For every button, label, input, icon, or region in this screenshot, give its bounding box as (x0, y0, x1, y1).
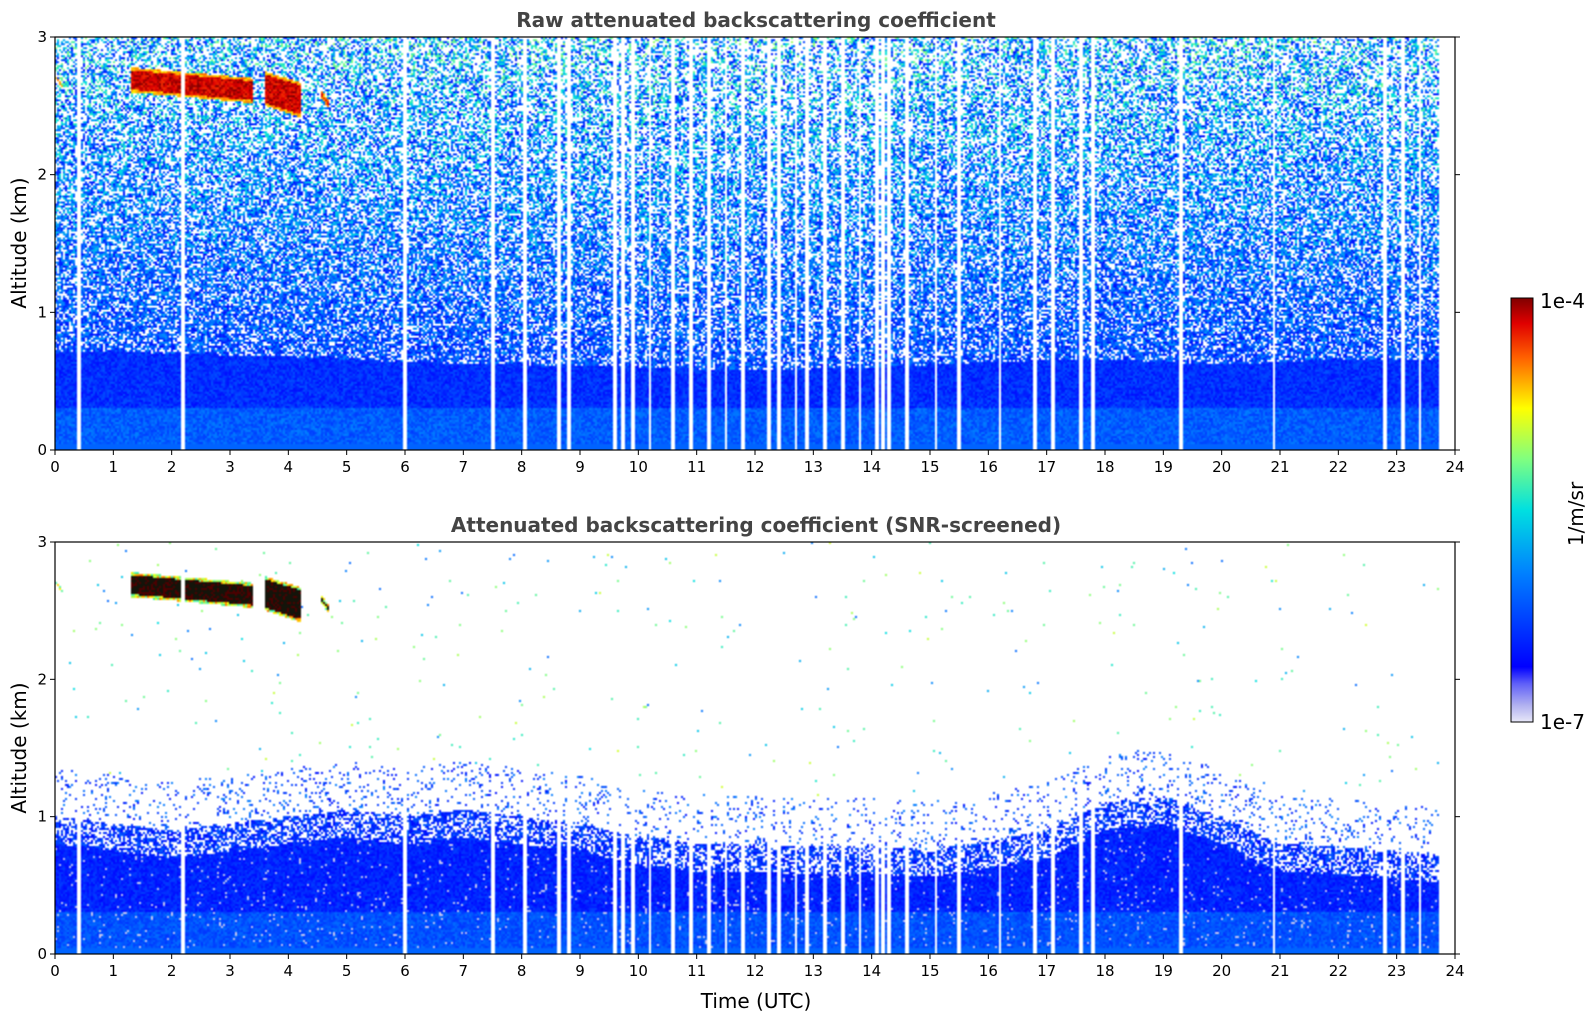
x-tick-label: 14 (862, 458, 881, 476)
x-tick-label: 24 (1445, 458, 1464, 476)
x-tick-label: 19 (1154, 458, 1173, 476)
x-axis-screened: 0 1 2 3 4 5 6 7 8 9 10 11 12 13 14 15 16 17 18 19 20 21 22 23 24 (50, 954, 1465, 980)
x-tick-label: 4 (284, 458, 294, 476)
x-tick-label: 15 (920, 962, 939, 980)
x-tick-label: 22 (1329, 458, 1348, 476)
x-axis-raw: 0 1 2 3 4 5 6 7 8 9 10 11 12 13 14 15 16 17 18 19 20 21 22 23 24 (50, 450, 1465, 476)
x-tick-label: 2 (167, 962, 177, 980)
x-tick-label: 10 (629, 962, 648, 980)
raw-backscatter-panel: Raw attenuated backscattering coefficien… (7, 8, 1465, 476)
x-tick-label: 1 (109, 458, 119, 476)
y-tick-label: 1 (37, 303, 47, 321)
y-tick-label: 3 (37, 533, 47, 551)
x-tick-label: 14 (862, 962, 881, 980)
x-tick-label: 3 (225, 962, 235, 980)
x-tick-label: 11 (687, 962, 706, 980)
x-tick-label: 0 (50, 458, 60, 476)
panel-title-raw: Raw attenuated backscattering coefficien… (516, 8, 996, 32)
x-axis-label: Time (UTC) (700, 989, 812, 1013)
colorbar-min-label: 1e-7 (1540, 710, 1585, 734)
heatmap-area-screened (55, 542, 1455, 954)
x-tick-label: 12 (745, 962, 764, 980)
panel-title-screened: Attenuated backscattering coefficient (S… (451, 513, 1061, 537)
y-axis-screened: 0 1 2 3 (37, 533, 1460, 963)
x-tick-label: 21 (1270, 962, 1289, 980)
x-tick-label: 23 (1387, 458, 1406, 476)
x-tick-label: 0 (50, 962, 60, 980)
x-tick-label: 18 (1095, 458, 1114, 476)
x-tick-label: 16 (979, 458, 998, 476)
x-tick-label: 7 (459, 458, 469, 476)
x-tick-label: 13 (804, 458, 823, 476)
y-tick-label: 2 (37, 670, 47, 688)
x-tick-label: 23 (1387, 962, 1406, 980)
x-tick-label: 17 (1037, 962, 1056, 980)
x-tick-label: 24 (1445, 962, 1464, 980)
heatmap-area-raw (55, 37, 1455, 450)
x-tick-label: 5 (342, 962, 352, 980)
x-tick-label: 22 (1329, 962, 1348, 980)
x-tick-label: 12 (745, 458, 764, 476)
colorbar-max-label: 1e-4 (1540, 289, 1585, 313)
x-tick-label: 10 (629, 458, 648, 476)
x-tick-label: 18 (1095, 962, 1114, 980)
x-tick-label: 16 (979, 962, 998, 980)
heatmap-image-raw (55, 37, 1455, 450)
x-tick-label: 1 (109, 962, 119, 980)
y-tick-label: 0 (37, 441, 47, 459)
x-tick-label: 13 (804, 962, 823, 980)
y-tick-label: 1 (37, 808, 47, 826)
y-tick-label: 2 (37, 166, 47, 184)
x-tick-label: 8 (517, 962, 527, 980)
x-tick-label: 19 (1154, 962, 1173, 980)
colorbar-gradient (1510, 297, 1534, 723)
x-tick-label: 15 (920, 458, 939, 476)
snr-screened-panel: Attenuated backscattering coefficient (S… (7, 513, 1465, 1013)
colorbar-unit-label: 1/m/sr (1564, 481, 1588, 546)
x-tick-label: 9 (575, 962, 585, 980)
x-tick-label: 8 (517, 458, 527, 476)
colorbar: 1e-4 1e-7 1/m/sr (1510, 289, 1588, 734)
x-tick-label: 11 (687, 458, 706, 476)
y-tick-label: 3 (37, 28, 47, 46)
heatmap-image-screened (55, 542, 1455, 954)
x-tick-label: 20 (1212, 458, 1231, 476)
y-axis-label-raw: Altitude (km) (7, 177, 31, 308)
y-tick-label: 0 (37, 945, 47, 963)
x-tick-label: 21 (1270, 458, 1289, 476)
x-tick-label: 9 (575, 458, 585, 476)
x-tick-label: 6 (400, 962, 410, 980)
y-axis-label-screened: Altitude (km) (7, 682, 31, 813)
x-tick-label: 17 (1037, 458, 1056, 476)
x-tick-label: 4 (284, 962, 294, 980)
x-tick-label: 5 (342, 458, 352, 476)
x-tick-label: 20 (1212, 962, 1231, 980)
x-tick-label: 6 (400, 458, 410, 476)
y-axis-raw: 0 1 2 3 (37, 28, 1460, 459)
x-tick-label: 2 (167, 458, 177, 476)
x-tick-label: 3 (225, 458, 235, 476)
x-tick-label: 7 (459, 962, 469, 980)
